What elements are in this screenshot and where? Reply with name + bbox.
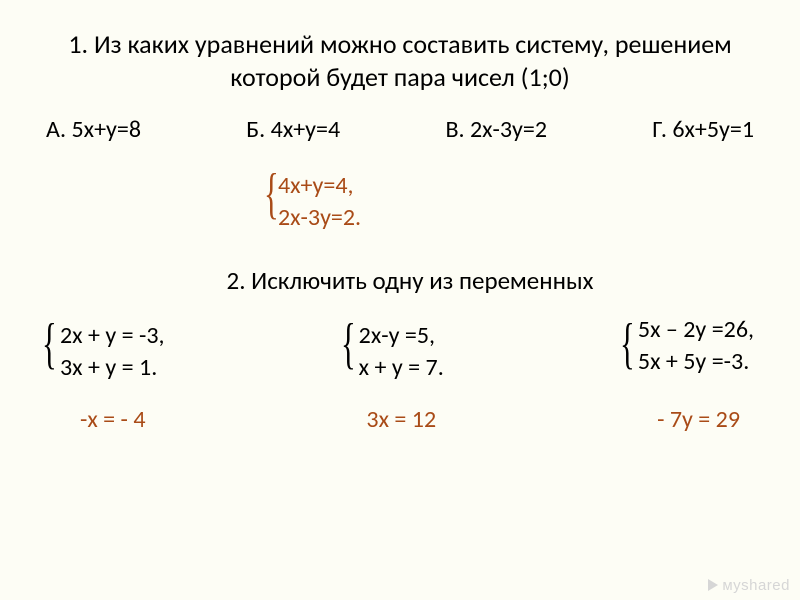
option-b: Б. 4х+у=4 <box>246 115 340 144</box>
results-row: -х = - 4 3х = 12 - 7у = 29 <box>80 405 740 434</box>
options-row: А. 5х+у=8 Б. 4х+у=4 В. 2х-3у=2 Г. 6х+5у=… <box>46 115 754 144</box>
watermark: мyshared <box>706 577 790 594</box>
brace-icon: { <box>264 166 279 222</box>
option-a: А. 5х+у=8 <box>46 115 141 144</box>
brace-icon: { <box>341 316 356 372</box>
system-2: { 2х-у =5, х + у = 7. <box>345 320 444 385</box>
brace-icon: { <box>620 316 635 372</box>
answer-line1: 4х+у=4, <box>278 170 760 202</box>
answer-system: { 4х+у=4, 2х-3у=2. <box>278 170 760 235</box>
system-1: { 2х + у = -3, 3х + у = 1. <box>46 320 165 385</box>
system-line: 5х + 5у =-3. <box>638 346 754 378</box>
result-2: 3х = 12 <box>366 405 436 434</box>
system-line: х + у = 7. <box>359 352 444 384</box>
answer-line2: 2х-3у=2. <box>278 202 760 234</box>
system-line: 2х + у = -3, <box>60 320 165 352</box>
systems-row: { 2х + у = -3, 3х + у = 1. { 2х-у =5, х … <box>46 320 754 385</box>
system-line: 2х-у =5, <box>359 320 444 352</box>
system-line: 5х – 2у =26, <box>638 314 754 346</box>
brace-icon: { <box>42 316 57 372</box>
option-c: В. 2х-3у=2 <box>445 115 547 144</box>
play-icon <box>706 578 720 592</box>
result-1: -х = - 4 <box>80 405 145 434</box>
result-3: - 7у = 29 <box>657 405 740 434</box>
system-3: { 5х – 2у =26, 5х + 5у =-3. <box>624 314 754 385</box>
watermark-text: мyshared <box>722 577 790 594</box>
problem2-title: 2. Исключить одну из переменных <box>40 265 760 296</box>
slide: 1. Из каких уравнений можно составить си… <box>0 0 800 600</box>
system-line: 3х + у = 1. <box>60 352 165 384</box>
problem1-title: 1. Из каких уравнений можно составить си… <box>40 28 760 93</box>
option-d: Г. 6х+5у=1 <box>652 115 754 144</box>
